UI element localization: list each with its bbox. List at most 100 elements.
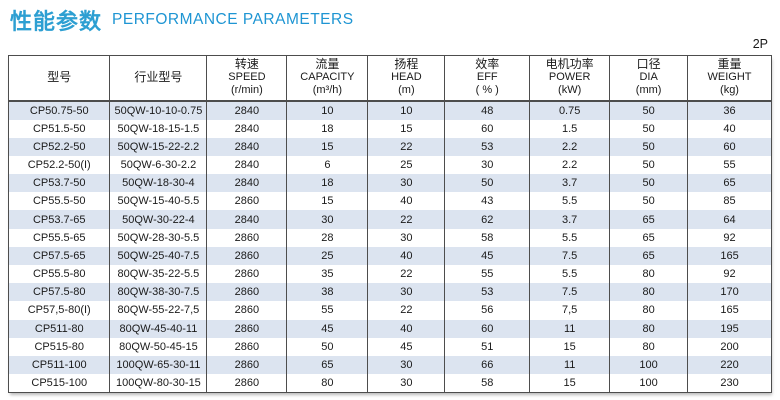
table-cell: 50QW-15-22-2.2 [109,137,208,156]
table-cell: 22 [367,265,446,284]
pole-count-label: 2P [752,37,768,51]
table-cell: 58 [444,374,531,393]
table-row: CP52.2-50 50QW-15-22-2.2 2840 15 22 53 2.2 50 60 [7,137,772,156]
table-cell: CP55.5-80 [7,265,111,284]
page-title-chinese: 性能参数 [10,9,103,34]
table-cell: 38 [286,283,369,302]
column-header-zh: 重量 [717,57,742,72]
table-cell: 2860 [206,301,288,320]
column-header-en: POWER [548,71,591,84]
table-cell: 50QW-28-30-5.5 [109,228,208,247]
table-row: CP55.5-50 50QW-15-40-5.5 2860 15 40 43 5.5 50 85 [7,192,772,211]
table-cell: CP515-80 [7,337,111,356]
table-cell: 2860 [206,246,288,265]
table-cell: 3.7 [529,210,611,229]
column-header: 口径 DIA (mm) [609,55,689,102]
table-cell: 10 [286,100,369,120]
table-cell: 50QW-18-30-4 [109,174,208,193]
table-cell: 50QW-25-40-7.5 [109,246,208,265]
table-cell: CP57.5-80 [7,283,111,302]
table-cell: CP52.2-50 [7,137,111,156]
table-row: CP55.5-65 50QW-28-30-5.5 2860 28 30 58 5.5 65 92 [7,228,772,247]
table-cell: 2840 [206,174,288,193]
table-cell: 100QW-80-30-15 [109,374,208,393]
table-cell: CP511-100 [7,355,111,375]
table-cell: 60 [687,137,772,156]
table-cell: 25 [286,246,369,265]
column-header-en: HEAD [391,71,422,84]
table-cell: 10 [367,100,446,120]
table-cell: CP55.5-65 [7,228,111,247]
table-cell: 200 [687,337,772,356]
table-cell: 100 [609,355,689,375]
table-cell: 50QW-15-40-5.5 [109,192,208,211]
table-cell: 15 [286,192,369,211]
table-cell: 100QW-65-30-11 [109,355,208,375]
table-cell: 2860 [206,192,288,211]
table-cell: 85 [687,192,772,211]
table-header-row: 型号 行业型号 转速 SPEED (r/min) 流量 CAPACITY (m³/h) 扬程 HE… [7,55,772,102]
table-cell: 2840 [206,155,288,175]
table-cell: 0.75 [529,100,611,120]
table-cell: 50QW-30-22-4 [109,210,208,229]
table-cell: 5.5 [529,228,611,247]
table-cell: 60 [444,119,531,138]
column-header-unit: (kg) [720,84,739,97]
table-cell: 2860 [206,319,288,338]
table-cell: 80QW-38-30-7.5 [109,283,208,302]
table-row: CP57.5-80 80QW-38-30-7.5 2860 38 30 53 7.5 80 17… [7,283,772,302]
table-cell: 65 [609,246,689,265]
table-cell: CP55.5-50 [7,192,111,211]
table-cell: 30 [367,174,446,193]
table-cell: 55 [286,301,369,320]
table-cell: 30 [367,283,446,302]
column-header-unit: (kW) [558,84,582,97]
table-cell: 30 [286,210,369,229]
column-header-zh: 流量 [315,57,340,72]
table-cell: CP53.7-65 [7,210,111,229]
table-cell: 2.2 [529,155,611,175]
page-title: 性能参数 PERFORMANCE PARAMETERS [10,4,354,36]
column-header-unit: (mm) [635,84,662,97]
table-cell: 2860 [206,283,288,302]
column-header-en: DIA [639,71,658,84]
table-cell: 165 [687,301,772,320]
table-cell: 5.5 [529,192,611,211]
column-header-zh: 转速 [234,57,259,72]
table-cell: 50 [609,155,689,175]
column-header-zh: 电机功率 [545,57,594,72]
table-cell: 40 [367,246,446,265]
column-header-unit: (r/min) [231,84,263,97]
table-cell: CP52.2-50(I) [7,155,111,175]
column-header: 效率 EFF( % ) [444,55,531,102]
table-cell: 2860 [206,228,288,247]
column-header-unit: ( % ) [475,84,499,97]
table-cell: 15 [286,137,369,156]
table-cell: 65 [687,174,772,193]
table-cell: 2840 [206,100,288,120]
table-cell: 22 [367,301,446,320]
table-row: CP53.7-65 50QW-30-22-4 2840 30 22 62 3.7 65 64 [7,210,772,229]
table-cell: CP50.75-50 [7,100,111,120]
table-cell: 80QW-50-45-15 [109,337,208,356]
table-cell: 92 [687,265,772,284]
table-cell: 2840 [206,210,288,229]
table-cell: 2860 [206,265,288,284]
column-header: 行业型号 [109,55,208,102]
column-header-en: CAPACITY [300,71,355,84]
table-cell: 45 [367,337,446,356]
table-cell: 80 [609,337,689,356]
table-row: CP50.75-50 50QW-10-10-0.75 2840 10 10 48 0.75 5… [7,100,772,120]
table-cell: 62 [444,210,531,229]
table-row: CP52.2-50(I) 50QW-6-30-2.2 2840 6 25 30 2.2 50 5… [7,155,772,175]
table-cell: 7,5 [529,301,611,320]
column-header-unit: (m) [398,84,415,97]
table-cell: 2840 [206,119,288,138]
table-cell: 230 [687,374,772,393]
table-cell: 6 [286,155,369,175]
table-cell: CP57,5-80(I) [7,301,111,320]
table-cell: 5.5 [529,265,611,284]
table-cell: 55 [444,265,531,284]
table-cell: 15 [367,119,446,138]
